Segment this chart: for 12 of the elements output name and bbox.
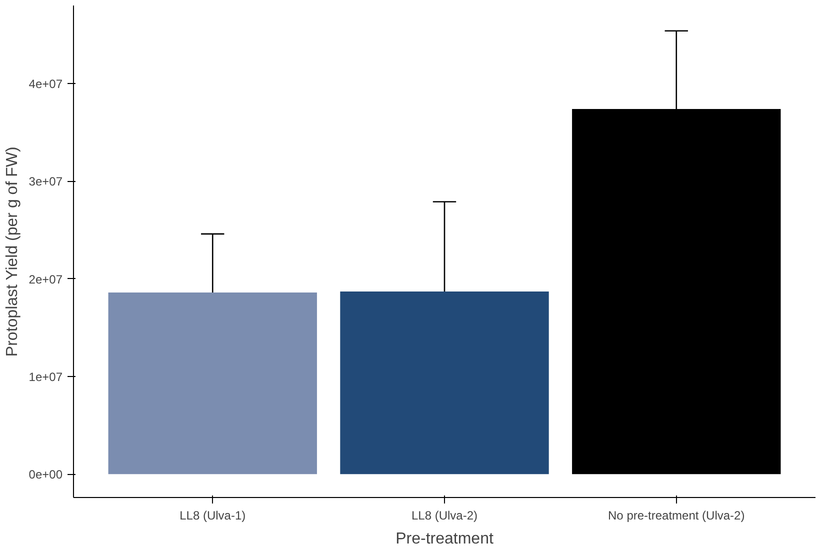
x-tick-label: LL8 (Ulva-2): [411, 508, 478, 522]
bar: [340, 292, 549, 474]
y-tick-label: 4e+07: [28, 77, 63, 92]
y-tick-label: 1e+07: [28, 370, 63, 384]
y-tick-label: 3e+07: [28, 174, 63, 189]
x-axis-title: Pre-treatment: [396, 530, 494, 548]
x-tick-label: No pre-treatment (Ulva-2): [608, 508, 745, 522]
y-axis-title: Protoplast Yield (per g of FW): [4, 146, 21, 357]
y-tick-label: 0e+00: [28, 468, 63, 482]
y-tick-label: 2e+07: [28, 272, 63, 286]
bar: [108, 292, 317, 474]
x-tick-label: LL8 (Ulva-1): [180, 508, 246, 522]
